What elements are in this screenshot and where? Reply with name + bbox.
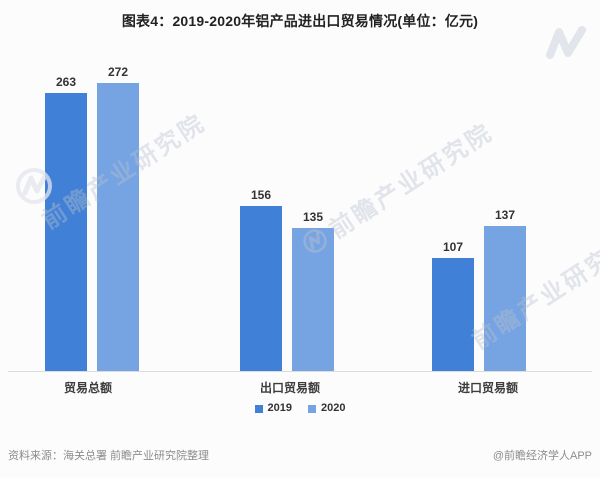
x-axis-label: 贸易总额 xyxy=(63,381,113,395)
legend: 2019 2020 xyxy=(0,403,600,414)
bar-column: 272 xyxy=(97,66,139,371)
bar-2019 xyxy=(432,258,474,371)
footer: 资料来源：海关总署 前瞻产业研究院整理 @前瞻经济学人APP xyxy=(8,447,592,463)
legend-item-2020: 2020 xyxy=(308,403,345,414)
bar-column: 137 xyxy=(484,209,526,371)
x-axis-label: 进口贸易额 xyxy=(457,381,519,395)
legend-label: 2019 xyxy=(267,402,292,414)
bar-value-label: 135 xyxy=(302,210,324,224)
legend-label: 2020 xyxy=(321,402,346,414)
bar-2020 xyxy=(292,228,334,371)
x-axis-label: 出口贸易额 xyxy=(259,381,321,395)
bar-2019 xyxy=(45,93,87,371)
bar-value-label: 272 xyxy=(107,65,129,79)
bar-2020 xyxy=(97,83,139,371)
bar-group-1: 263 272 xyxy=(45,66,139,371)
legend-swatch-icon xyxy=(308,404,316,413)
bar-column: 135 xyxy=(292,211,334,371)
bar-value-label: 137 xyxy=(494,208,516,222)
plot-area: 263 272 156 135 107 137 xyxy=(8,0,592,372)
legend-swatch-icon xyxy=(254,404,263,413)
legend-item-2019: 2019 xyxy=(254,402,292,414)
bar-2019 xyxy=(240,206,282,371)
bar-group-3: 107 137 xyxy=(432,209,526,371)
source-note: 资料来源：海关总署 前瞻产业研究院整理 xyxy=(8,450,210,462)
chart-title: 图表4：2019-2020年铝产品进出口贸易情况(单位：亿元) xyxy=(121,13,479,29)
bar-column: 107 xyxy=(432,241,474,371)
bar-value-label: 263 xyxy=(55,75,77,89)
bar-value-label: 107 xyxy=(442,240,464,254)
bar-column: 263 xyxy=(45,76,87,371)
credit-note: @前瞻经济学人APP xyxy=(492,450,592,462)
bar-column: 156 xyxy=(240,189,282,371)
bar-group-2: 156 135 xyxy=(240,189,334,371)
bar-value-label: 156 xyxy=(250,188,272,202)
bar-2020 xyxy=(484,226,526,371)
